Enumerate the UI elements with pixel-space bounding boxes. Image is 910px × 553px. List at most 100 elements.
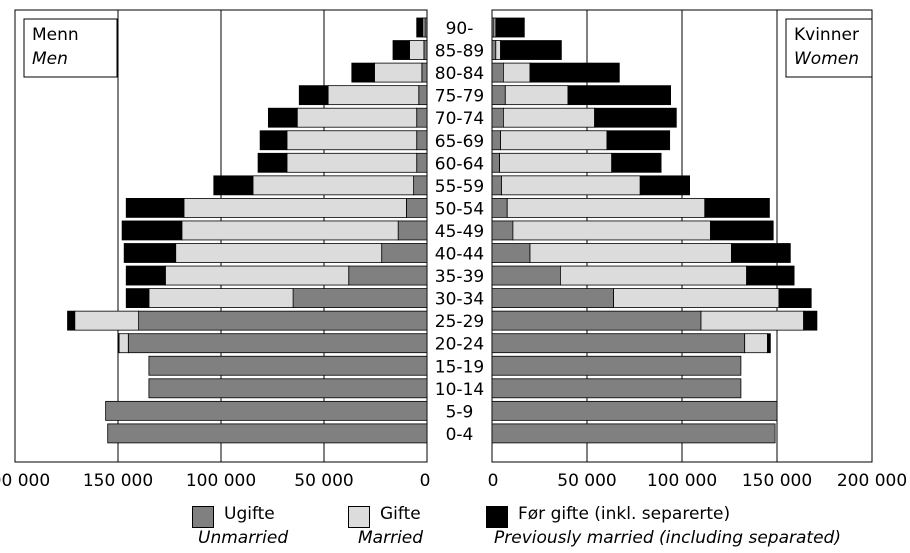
right-bar-married-80-84 [502,62,531,83]
left-bar-married-80-84 [374,62,423,83]
age-group-label: 20-24 [435,335,484,355]
right-bar-previously-married-60-64 [611,152,662,173]
left-bar-unmarried-70-74 [416,107,428,128]
age-group-label: 55-59 [435,177,484,197]
women-label-box [785,18,873,78]
men-label-en: Men [32,49,68,69]
right-bar-married-50-54 [506,197,706,218]
age-group-label: 45-49 [435,222,484,242]
left-bar-previously-married-35-39 [125,265,166,286]
right-bar-unmarried-70-74 [491,107,504,128]
left-tick-label: 100 000 [186,471,256,491]
right-tick-label: 200 000 [837,471,907,491]
right-bar-married-65-69 [500,130,608,151]
age-group-label: 15-19 [435,357,484,377]
left-bar-married-85-89 [409,40,425,60]
right-bar-previously-married-80-84 [529,62,620,83]
legend: Ugifte Unmarried Gifte Married Før gifte… [0,501,910,553]
right-bar-previously-married-45-49 [710,220,774,241]
age-group-label: 0-4 [446,425,474,445]
right-bar-unmarried-40-44 [491,243,531,263]
right-bar-married-40-44 [529,243,732,263]
age-group-label: 60-64 [435,154,484,174]
left-bar-unmarried-15-19 [148,355,428,376]
age-group-label: 30-34 [435,290,484,310]
legend-swatch-previously-married [486,506,508,528]
age-group-label: 65-69 [435,132,484,152]
right-bar-previously-married-55-59 [639,175,691,196]
left-bar-married-35-39 [164,265,350,286]
left-bar-unmarried-20-24 [127,333,428,354]
legend-label-married: Gifte [380,504,421,524]
age-group-label: 80-84 [435,64,484,84]
left-bar-unmarried-85-89 [423,40,428,60]
right-bar-previously-married-25-29 [803,310,818,331]
population-pyramid-chart: 200 000 150 000 100 000 50 000 0 0 50 000 100 0… [0,9,907,491]
left-bar-married-30-34 [148,288,294,309]
right-bar-previously-married-65-69 [606,130,671,151]
left-bar-married-75-79 [327,85,420,106]
right-bar-unmarried-80-84 [491,62,504,83]
age-group-label: 40-44 [435,245,484,265]
left-bar-previously-married-40-44 [123,243,177,263]
left-bar-unmarried-55-59 [413,175,428,196]
right-tick-label: 0 [488,471,499,491]
right-bar-unmarried-30-34 [491,288,614,309]
left-bar-previously-married-50-54 [125,197,185,218]
right-bar-unmarried-85-89 [491,40,497,60]
left-bar-unmarried-40-44 [381,243,428,263]
legend-label-married-en: Married [358,528,424,548]
right-bar-unmarried-10-14 [491,378,742,399]
left-tick-label: 50 000 [294,471,353,491]
right-bar-married-85-89 [495,40,501,60]
right-bar-previously-married-30-34 [778,288,812,309]
legend-label-unmarried: Ugifte [224,504,275,524]
right-bar-unmarried-15-19 [491,355,742,376]
left-bar-married-50-54 [183,197,407,218]
left-bar-married-55-59 [252,175,415,196]
women-label: Kvinner [794,25,859,45]
left-bar-unmarried-65-69 [416,130,428,151]
right-bar-unmarried-50-54 [491,197,508,218]
right-bar-previously-married-50-54 [704,197,770,218]
left-bar-married-60-64 [286,152,418,173]
age-group-label: 10-14 [435,380,484,400]
right-bar-unmarried-60-64 [491,152,500,173]
right-bar-previously-married-40-44 [731,243,791,263]
right-tick-label: 150 000 [742,471,812,491]
left-bar-unmarried-60-64 [416,152,428,173]
left-bar-unmarried-50-54 [405,197,428,218]
right-bar-unmarried-55-59 [491,175,502,196]
legend-swatch-unmarried [192,506,214,528]
right-bar-married-55-59 [501,175,641,196]
men-label-box [23,18,118,78]
right-bar-unmarried-35-39 [491,265,561,286]
left-bar-previously-married-70-74 [267,107,298,128]
left-bar-previously-married-25-29 [67,310,76,331]
left-bar-unmarried-25-29 [138,310,428,331]
left-bar-previously-married-85-89 [392,40,410,60]
left-bar-married-65-69 [286,130,418,151]
left-bar-previously-married-75-79 [298,85,329,106]
left-bar-unmarried-35-39 [348,265,428,286]
age-group-label: 35-39 [435,267,484,287]
left-bar-previously-married-65-69 [259,130,288,151]
left-bar-unmarried-80-84 [421,62,428,83]
right-bar-married-20-24 [744,333,768,354]
right-bar-unmarried-45-49 [491,220,514,241]
left-bar-previously-married-45-49 [121,220,183,241]
right-bar-married-70-74 [502,107,595,128]
right-tick-label: 50 000 [557,471,616,491]
left-bar-married-20-24 [118,333,129,354]
left-bar-previously-married-60-64 [257,152,288,173]
left-bar-previously-married-90- [416,17,424,38]
right-bar-previously-married-75-79 [567,85,671,106]
left-bar-married-40-44 [175,243,383,263]
right-bar-unmarried-20-24 [491,333,746,354]
left-bar-married-45-49 [181,220,399,241]
right-bar-unmarried-0-4 [491,423,776,444]
left-bar-unmarried-45-49 [397,220,428,241]
left-bar-unmarried-75-79 [418,85,428,106]
age-group-label: 25-29 [435,312,484,332]
left-bar-unmarried-30-34 [292,288,428,309]
